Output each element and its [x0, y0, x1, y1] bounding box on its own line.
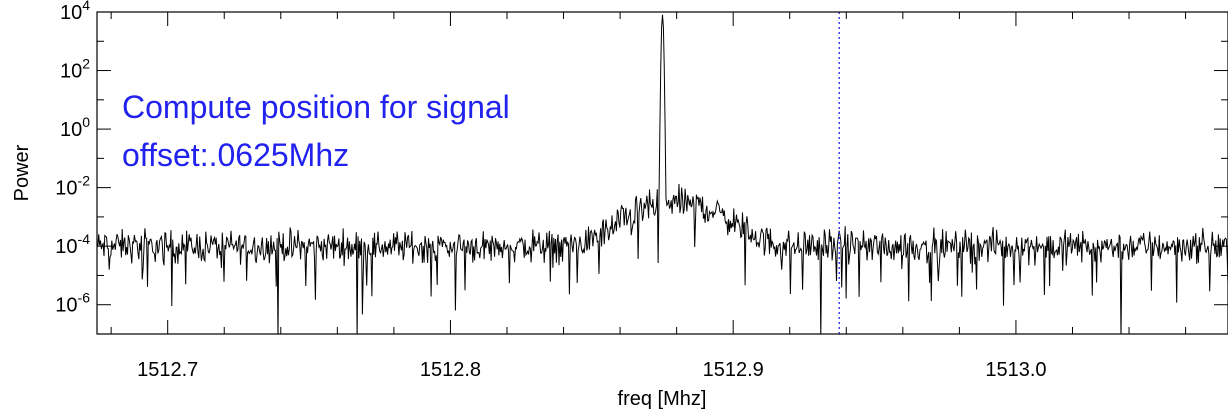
x-tick-label: 1512.8: [420, 359, 481, 381]
y-axis: 104 102 100 10-2 10-4 10-6: [55, 0, 1228, 335]
spectrum-series-line: [97, 14, 1228, 334]
y-tick-label: 10-2: [55, 173, 90, 200]
x-tick-label: 1512.7: [137, 359, 198, 381]
annotation-line-2: offset:.0625Mhz: [122, 137, 349, 173]
y-tick-label: 10-6: [55, 290, 90, 317]
y-tick-label: 10-4: [55, 231, 90, 258]
x-tick-label: 1513.0: [985, 359, 1046, 381]
x-axis: 1512.7 1512.8 1512.9 1513.0: [110, 12, 1187, 381]
x-tick-label: 1512.9: [703, 359, 764, 381]
plot-frame: [96, 11, 1228, 335]
y-axis-label: Power: [11, 144, 33, 201]
y-tick-label: 102: [60, 56, 90, 83]
annotation-line-1: Compute position for signal: [122, 89, 510, 125]
plot-content: [97, 12, 1228, 334]
y-tick-label: 100: [60, 114, 90, 141]
x-axis-label: freq [Mhz]: [618, 388, 707, 410]
y-tick-label: 104: [60, 0, 90, 24]
